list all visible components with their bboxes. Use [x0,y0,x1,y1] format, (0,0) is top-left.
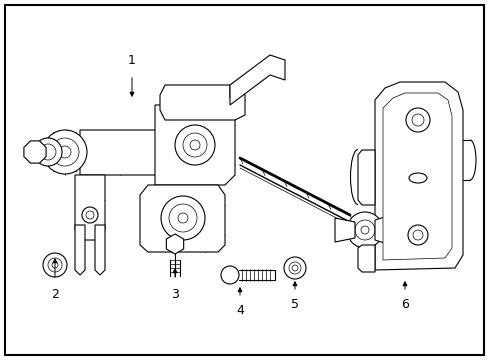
Circle shape [411,114,423,126]
Circle shape [86,211,94,219]
Circle shape [190,140,200,150]
Ellipse shape [408,173,426,183]
Circle shape [161,196,204,240]
Polygon shape [166,234,183,254]
Circle shape [52,262,58,268]
Circle shape [412,230,422,240]
Polygon shape [357,245,374,272]
Polygon shape [382,93,451,260]
Text: 1: 1 [128,54,136,67]
Polygon shape [155,105,235,185]
Circle shape [43,253,67,277]
Circle shape [82,207,98,223]
Circle shape [346,212,382,248]
Circle shape [34,138,62,166]
Polygon shape [75,175,105,240]
Circle shape [354,220,374,240]
Polygon shape [229,60,280,98]
Polygon shape [140,185,224,252]
Circle shape [48,258,62,272]
Text: 6: 6 [400,298,408,311]
Circle shape [291,265,297,271]
Polygon shape [95,225,105,275]
Polygon shape [334,218,354,242]
Circle shape [40,144,56,160]
Text: 3: 3 [171,288,179,302]
Circle shape [43,130,87,174]
Polygon shape [374,212,402,248]
Polygon shape [80,130,209,175]
Circle shape [59,146,71,158]
Circle shape [284,257,305,279]
Polygon shape [357,150,374,205]
Circle shape [51,138,79,166]
Polygon shape [24,141,46,163]
Circle shape [183,133,206,157]
Polygon shape [160,85,244,120]
Circle shape [221,266,239,284]
Polygon shape [229,55,285,105]
Circle shape [360,226,368,234]
Polygon shape [374,82,462,270]
Circle shape [405,108,429,132]
Circle shape [178,213,187,223]
Circle shape [288,262,301,274]
Text: 5: 5 [290,298,298,311]
Text: 2: 2 [51,288,59,302]
Circle shape [407,225,427,245]
Circle shape [169,204,197,232]
Text: 4: 4 [236,303,244,316]
Polygon shape [75,225,85,275]
Circle shape [175,125,215,165]
